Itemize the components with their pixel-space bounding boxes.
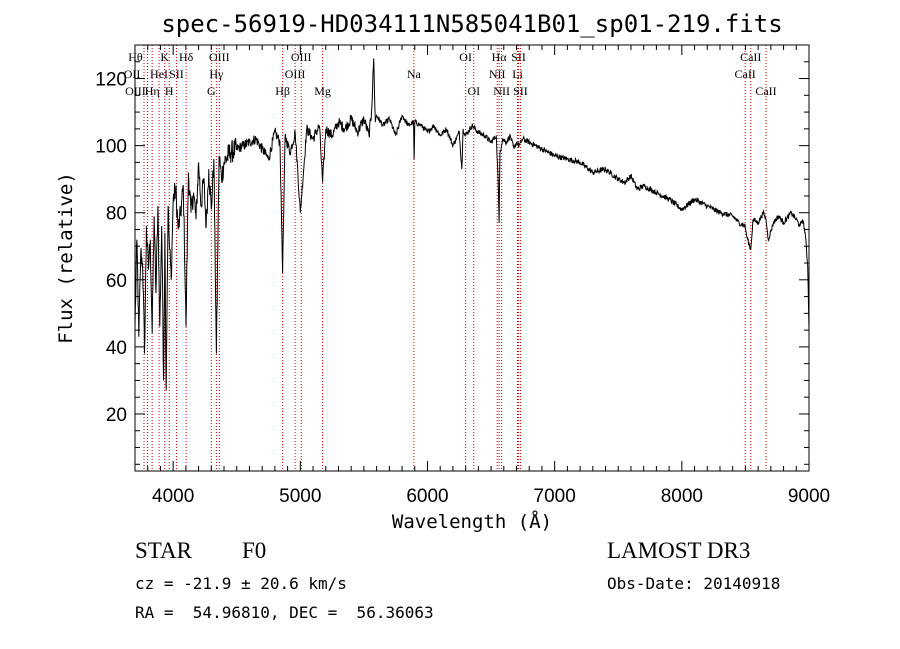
x-tick-label-4: 8000: [661, 486, 703, 507]
marker-label-1: Hθ: [128, 50, 143, 64]
marker-label-9: G: [207, 84, 216, 98]
x-tick-label-3: 7000: [534, 486, 576, 507]
object-subclass: F0: [242, 538, 267, 563]
marker-label-15: Mg: [314, 84, 331, 98]
marker-label-13: OIII: [285, 67, 306, 81]
marker-label-11: OIII: [209, 50, 230, 64]
marker-label-8: Hδ: [179, 50, 194, 64]
survey-name: LAMOST DR3: [607, 538, 751, 563]
marker-label-14: OIII: [291, 50, 312, 64]
y-tick-label-1: 40: [106, 338, 127, 359]
marker-label-12: Hβ: [275, 84, 290, 98]
marker-label-7: SII: [169, 67, 184, 81]
marker-label-24: SII: [513, 84, 528, 98]
y-tick-label-0: 20: [106, 405, 127, 426]
marker-label-17: OI: [459, 50, 472, 64]
x-tick-label-0: 4000: [152, 486, 194, 507]
y-tick-label-5: 120: [95, 70, 127, 91]
axis-ticks: 4000 5000 6000 7000 8000 9000 20 40 60 80 100 120: [95, 44, 830, 507]
y-tick-label-2: 60: [106, 271, 127, 292]
y-tick-label-4: 100: [95, 137, 127, 158]
line-markers: OIIHθOIIIHηHeIKHSIIHδGHγOIIIHβOIIIOIIIMg…: [124, 45, 777, 471]
marker-label-23: SII: [511, 50, 526, 64]
y-axis-label: Flux (relative): [55, 172, 77, 344]
coordinates: RA = 54.96810, DEC = 56.36063: [135, 603, 434, 622]
x-tick-label-5: 9000: [788, 486, 830, 507]
marker-label-6: H: [165, 84, 174, 98]
marker-label-25: CaII: [734, 67, 755, 81]
marker-label-4: HeI: [150, 67, 168, 81]
flux-series-line: [134, 58, 810, 391]
x-axis-label: Wavelength (Å): [392, 510, 552, 533]
marker-label-10: Hγ: [209, 67, 224, 81]
marker-label-26: CaII: [740, 50, 761, 64]
y-tick-label-3: 80: [106, 204, 127, 225]
marker-label-19: NII: [489, 67, 506, 81]
marker-label-20: Hα: [492, 50, 508, 64]
marker-label-18: OI: [467, 84, 480, 98]
marker-label-5: K: [160, 50, 169, 64]
marker-label-0: OII: [124, 67, 141, 81]
x-tick-label-1: 5000: [279, 486, 321, 507]
plot-frame: [134, 44, 810, 472]
marker-label-22: Li: [512, 67, 523, 81]
observation-date: Obs-Date: 20140918: [607, 574, 781, 593]
marker-label-3: Hη: [145, 84, 160, 98]
marker-label-21: NII: [493, 84, 510, 98]
marker-label-16: Na: [407, 67, 422, 81]
marker-label-27: CaII: [755, 84, 776, 98]
object-class: STAR: [135, 538, 192, 563]
chart-title: spec-56919-HD034111N585041B01_sp01-219.f…: [161, 10, 782, 38]
x-tick-label-2: 6000: [406, 486, 448, 507]
redshift-velocity: cz = -21.9 ± 20.6 km/s: [135, 574, 347, 593]
